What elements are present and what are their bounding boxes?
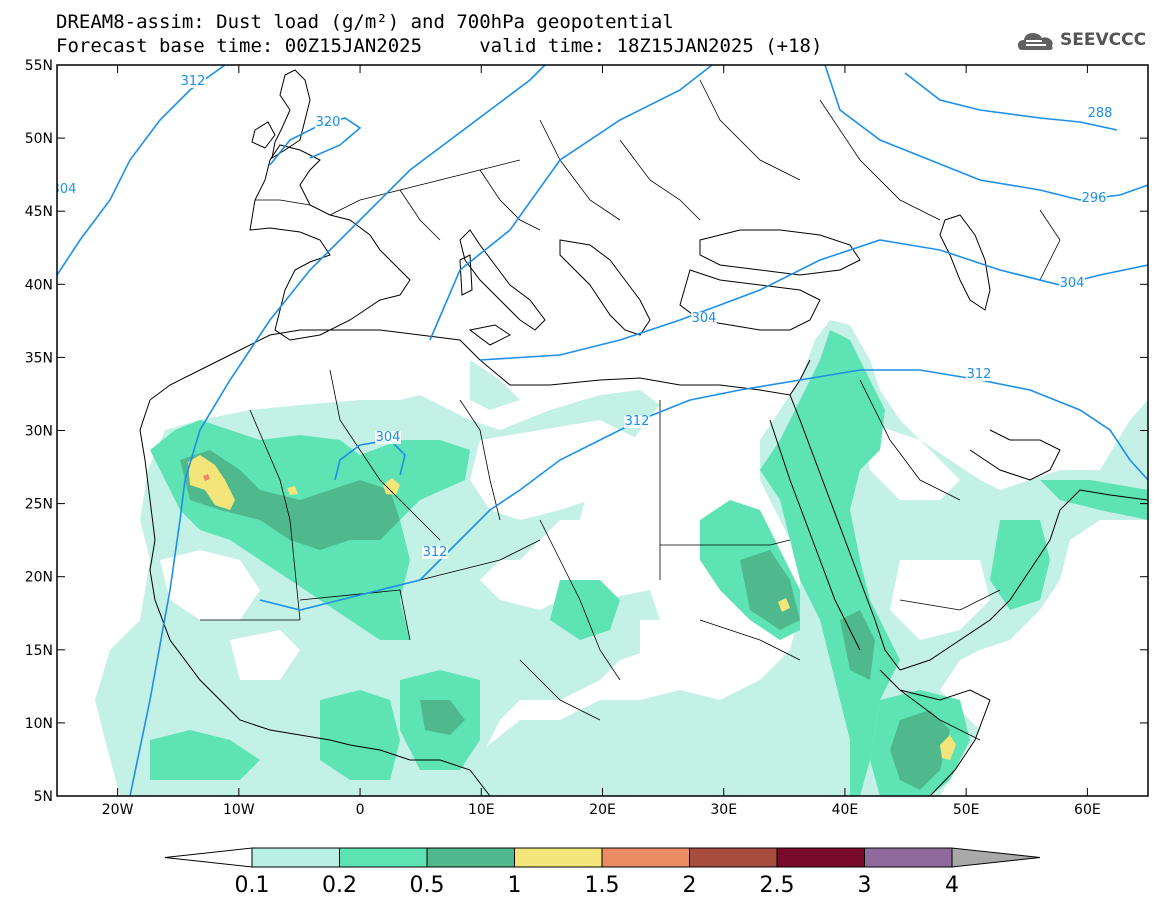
contour-label-bg — [422, 546, 448, 559]
colorbar: 0.1 0.2 0.5 1 1.5 2 2.5 3 4 — [164, 847, 1041, 898]
lon-tick-label: 20E — [589, 802, 616, 818]
colorbar-label: 0.5 — [410, 873, 445, 898]
colorbar-label: 2.5 — [760, 873, 795, 898]
lon-tick-label: 50E — [953, 802, 980, 818]
colorbar-label: 2 — [683, 873, 697, 898]
contour-label-bg — [315, 116, 341, 129]
lon-tick-label: 40E — [832, 802, 859, 818]
colorbar-box — [339, 847, 428, 868]
colorbar-box — [601, 847, 690, 868]
country-borders — [200, 79, 1061, 741]
contour-label-bg — [1087, 107, 1113, 120]
lat-tick-label: 5N — [34, 789, 53, 805]
lat-tick-label: 40N — [25, 277, 53, 293]
lat-tick-label: 30N — [25, 424, 53, 440]
colorbar-label: 4 — [945, 873, 959, 898]
cloud-icon — [1018, 33, 1053, 50]
dust-clear-areas — [160, 420, 990, 680]
contour-label-bg — [375, 431, 401, 444]
colorbar-box — [251, 847, 340, 868]
contour-label-bg — [1081, 192, 1107, 205]
contour-label: 288 — [1088, 106, 1113, 121]
colorbar-label: 3 — [858, 873, 872, 898]
lat-tick-label: 20N — [25, 570, 53, 586]
lon-tick-label: 60E — [1074, 802, 1101, 818]
lon-tick-label: 10W — [223, 802, 255, 818]
lat-tick-label: 15N — [25, 643, 53, 659]
contour-label-bg — [624, 415, 650, 428]
title-line-2: Forecast base time: 00Z15JAN2025 valid t… — [56, 35, 823, 57]
contour-label-bg — [1059, 277, 1085, 290]
dust-shading-1.5 — [203, 474, 210, 481]
contour-label: 304 — [692, 311, 717, 326]
seevccc-logo-text: SEEVCCC — [1060, 30, 1147, 50]
contour-label: 312 — [181, 74, 206, 89]
colorbar-box — [514, 847, 603, 868]
title-line-1: DREAM8-assim: Dust load (g/m²) and 700hP… — [56, 11, 674, 33]
lat-tick-label: 55N — [25, 58, 53, 74]
contour-label: 304 — [1060, 276, 1085, 291]
axis-ticks: 20W 10W 0 10E 20E 30E 40E 50E 60E 55N 50N 45N 40N 35N… — [25, 58, 1148, 818]
colorbar-arrow-high — [951, 847, 1041, 868]
lat-tick-label: 35N — [25, 350, 53, 366]
dust-shading-1 — [188, 455, 956, 760]
colorbar-box — [426, 847, 515, 868]
colorbar-box — [689, 847, 778, 868]
lon-tick-label: 0 — [356, 802, 365, 818]
colorbar-box — [776, 847, 865, 868]
contour-label: 312 — [625, 414, 650, 429]
contour-label: 304 — [52, 182, 77, 197]
colorbar-box — [864, 847, 953, 868]
colorbar-label: 1.5 — [585, 873, 620, 898]
lat-tick-label: 10N — [25, 716, 53, 732]
contour-label: 296 — [1082, 191, 1107, 206]
contour-label-bg — [966, 368, 992, 381]
colorbar-label: 0.2 — [322, 873, 357, 898]
contour-label-bg — [691, 312, 717, 325]
contour-label: 312 — [423, 545, 448, 560]
lon-tick-label: 20W — [102, 802, 134, 818]
lat-tick-label: 25N — [25, 497, 53, 513]
lon-tick-label: 10E — [468, 802, 495, 818]
lat-tick-label: 45N — [25, 204, 53, 220]
contour-label: 312 — [967, 367, 992, 382]
colorbar-arrow-low — [164, 847, 253, 868]
lon-tick-label: 30E — [710, 802, 737, 818]
colorbar-label: 1 — [508, 873, 522, 898]
colorbar-label: 0.1 — [235, 873, 270, 898]
contour-label-bg — [57, 183, 77, 196]
contour-label-group: 312 320 304 288 296 304 304 312 312 304 312 — [52, 74, 1113, 560]
contour-label-bg — [180, 75, 206, 88]
lat-tick-label: 50N — [25, 131, 53, 147]
map-plot-area: 312 320 304 288 296 304 304 312 312 304 312 — [52, 65, 1148, 796]
contour-label: 320 — [316, 115, 341, 130]
contour-label: 304 — [376, 430, 401, 445]
